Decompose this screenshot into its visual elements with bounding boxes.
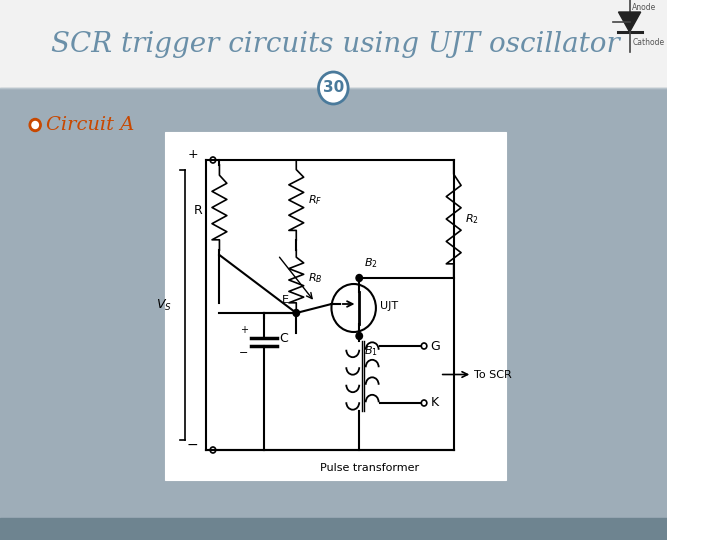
Circle shape	[30, 118, 41, 132]
Text: Pulse transformer: Pulse transformer	[320, 463, 419, 473]
Text: C: C	[279, 332, 289, 345]
Text: −: −	[239, 348, 248, 358]
Circle shape	[293, 309, 300, 316]
Text: −: −	[186, 438, 199, 452]
Circle shape	[318, 72, 348, 104]
Text: UJT: UJT	[379, 301, 397, 311]
Bar	[165, 132, 505, 480]
Text: $R_F$: $R_F$	[308, 193, 323, 207]
Text: $B_2$: $B_2$	[364, 256, 377, 270]
Circle shape	[32, 122, 38, 129]
Text: $R_B$: $R_B$	[308, 271, 323, 285]
Text: 30: 30	[323, 80, 344, 96]
Text: $B_1$: $B_1$	[364, 344, 378, 358]
Text: +: +	[187, 148, 198, 161]
Circle shape	[356, 333, 362, 340]
Text: SCR trigger circuits using UJT oscillator: SCR trigger circuits using UJT oscillato…	[51, 30, 620, 57]
Text: Anode: Anode	[632, 3, 657, 12]
Text: Circuit A: Circuit A	[46, 116, 135, 134]
Text: R: R	[194, 204, 203, 217]
Circle shape	[356, 274, 362, 281]
Text: $R_2$: $R_2$	[465, 212, 479, 226]
Text: G: G	[431, 340, 440, 353]
Bar	[0, 88, 667, 518]
Text: K: K	[431, 396, 438, 409]
Text: Cathode: Cathode	[632, 38, 665, 47]
Text: To SCR: To SCR	[474, 369, 512, 380]
Text: +: +	[240, 325, 248, 335]
Bar	[0, 0, 667, 88]
Text: E: E	[282, 295, 289, 305]
Bar	[0, 518, 667, 540]
Text: $V_S$: $V_S$	[156, 298, 172, 313]
Polygon shape	[618, 12, 641, 32]
